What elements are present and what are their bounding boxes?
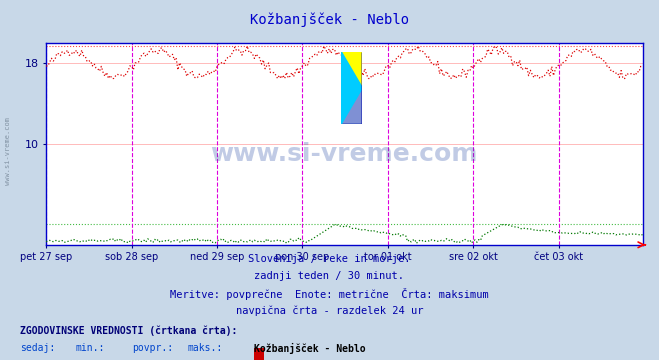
Text: www.si-vreme.com: www.si-vreme.com xyxy=(211,142,478,166)
Polygon shape xyxy=(341,52,362,124)
Text: Kožbanjšček - Neblo: Kožbanjšček - Neblo xyxy=(254,343,365,354)
Text: zadnji teden / 30 minut.: zadnji teden / 30 minut. xyxy=(254,271,405,281)
Text: Kožbanjšček - Neblo: Kožbanjšček - Neblo xyxy=(250,13,409,27)
Text: sedaj:: sedaj: xyxy=(20,343,55,353)
Text: Slovenija / reke in morje.: Slovenija / reke in morje. xyxy=(248,254,411,264)
Text: min.:: min.: xyxy=(76,343,105,353)
Text: ZGODOVINSKE VREDNOSTI (črtkana črta):: ZGODOVINSKE VREDNOSTI (črtkana črta): xyxy=(20,326,237,336)
Text: povpr.:: povpr.: xyxy=(132,343,173,353)
Text: navpična črta - razdelek 24 ur: navpična črta - razdelek 24 ur xyxy=(236,306,423,316)
Text: maks.:: maks.: xyxy=(188,343,223,353)
Text: www.si-vreme.com: www.si-vreme.com xyxy=(5,117,11,185)
Text: Meritve: povprečne  Enote: metrične  Črta: maksimum: Meritve: povprečne Enote: metrične Črta:… xyxy=(170,288,489,300)
Polygon shape xyxy=(341,52,362,124)
Polygon shape xyxy=(341,52,362,88)
